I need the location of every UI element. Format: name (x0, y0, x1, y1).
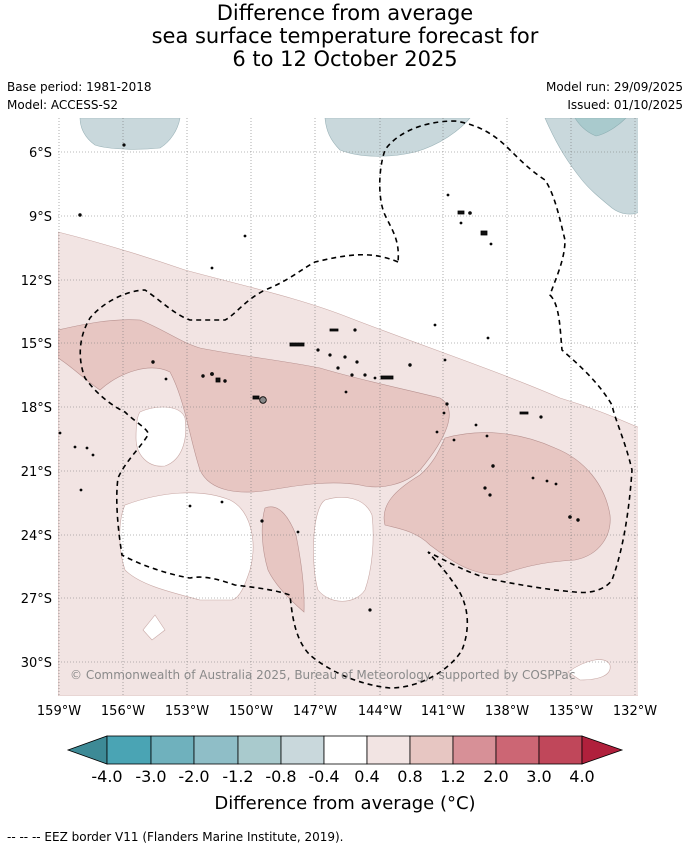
lon-label: 135°W (549, 704, 593, 719)
eez-border (79, 120, 633, 689)
contour-neutral-1 (135, 406, 186, 467)
meta-right: Model run: 29/09/2025 Issued: 01/10/2025 (546, 78, 683, 114)
colorbar-tick: -2.0 (178, 767, 209, 786)
colorbar-segment (106, 735, 152, 765)
meta-left: Base period: 1981-2018 Model: ACCESS-S2 (7, 78, 152, 114)
contour-neutral-2 (119, 492, 254, 601)
contour-cool-3 (544, 118, 638, 215)
base-period: Base period: 1981-2018 (7, 80, 152, 94)
colorbar-ticks: -4.0 -3.0 -2.0 -1.2 -0.8 -0.4 0.4 0.8 1.… (91, 767, 594, 786)
lat-label: 21°S (21, 465, 52, 480)
chart-title: Difference from average sea surface temp… (0, 2, 690, 71)
eez-legend-note: -- -- -- EEZ border V11 (Flanders Marine… (7, 830, 344, 844)
lon-label: 156°W (101, 704, 145, 719)
contour-warm-medium-2 (383, 432, 611, 576)
colorbar-segment (280, 735, 325, 765)
model-run: Model run: 29/09/2025 (545, 80, 683, 94)
colorbar-tick: 2.0 (483, 767, 508, 786)
colorbar-title: Difference from average (°C) (214, 793, 476, 814)
contour-cool-2 (324, 118, 471, 157)
lon-label: 150°W (229, 704, 273, 719)
colorbar-tick: 0.8 (397, 767, 422, 786)
colorbar-tick: 3.0 (526, 767, 551, 786)
colorbar-segment (409, 735, 454, 765)
colorbar-tick: 1.2 (440, 767, 465, 786)
lon-label: 132°W (613, 704, 657, 719)
contour-neutral-5 (567, 659, 611, 681)
colorbar-extend-low (66, 735, 108, 765)
lat-label: 12°S (21, 274, 52, 289)
contour-warm-medium-3 (261, 506, 305, 613)
contour-neutral-4 (142, 614, 166, 641)
lat-label: 24°S (21, 529, 52, 544)
colorbar-extend-high (581, 735, 624, 765)
contour-neutral-3 (313, 497, 374, 602)
lon-label: 144°W (358, 704, 402, 719)
colorbar-segment (150, 735, 195, 765)
lat-label: 30°S (21, 656, 52, 671)
model-name: Model: ACCESS-S2 (7, 98, 119, 112)
colorbar-tick: 4.0 (569, 767, 594, 786)
lat-label: 27°S (21, 592, 52, 607)
colorbar-segment (193, 735, 239, 765)
colorbar-segment (452, 735, 497, 765)
colorbar (66, 735, 624, 765)
lat-label: 9°S (29, 210, 52, 225)
lat-label: 18°S (21, 401, 52, 416)
copyright-notice: © Commonwealth of Australia 2025, Bureau… (70, 668, 576, 682)
lon-label: 138°W (485, 704, 529, 719)
gridlines (58, 118, 638, 696)
lon-label: 159°W (37, 704, 81, 719)
lon-label: 147°W (293, 704, 337, 719)
colorbar-segment (237, 735, 282, 765)
colorbar-tick: -4.0 (91, 767, 122, 786)
colorbar-tick: -3.0 (135, 767, 166, 786)
title-line-3: 6 to 12 October 2025 (232, 47, 458, 71)
colorbar-tick: -1.2 (222, 767, 253, 786)
lon-labels: 159°W 156°W 153°W 150°W 147°W 144°W 141°… (37, 704, 657, 719)
islands (58, 143, 580, 612)
colorbar-segment (366, 735, 411, 765)
title-line-2: sea surface temperature forecast for (151, 24, 539, 48)
issued-date: Issued: 01/10/2025 (567, 98, 683, 112)
contour-warm-medium-1 (58, 319, 450, 493)
title-line-1: Difference from average (216, 1, 474, 25)
contour-cool-1 (79, 118, 181, 150)
colorbar-tick: -0.4 (308, 767, 339, 786)
lon-label: 141°W (421, 704, 465, 719)
lat-label: 6°S (29, 146, 52, 161)
colorbar-tick: 0.4 (354, 767, 379, 786)
eez-line-1 (79, 120, 633, 689)
colorbar-segment (323, 735, 368, 765)
colorbar-tick: -0.8 (265, 767, 296, 786)
colorbar-segment (495, 735, 540, 765)
colorbar-segment (538, 735, 583, 765)
lon-label: 153°W (165, 704, 209, 719)
lat-labels: 6°S 9°S 12°S 15°S 18°S 21°S 24°S 27°S 30… (21, 146, 52, 671)
lat-label: 15°S (21, 337, 52, 352)
contour-cool-4 (574, 118, 627, 137)
